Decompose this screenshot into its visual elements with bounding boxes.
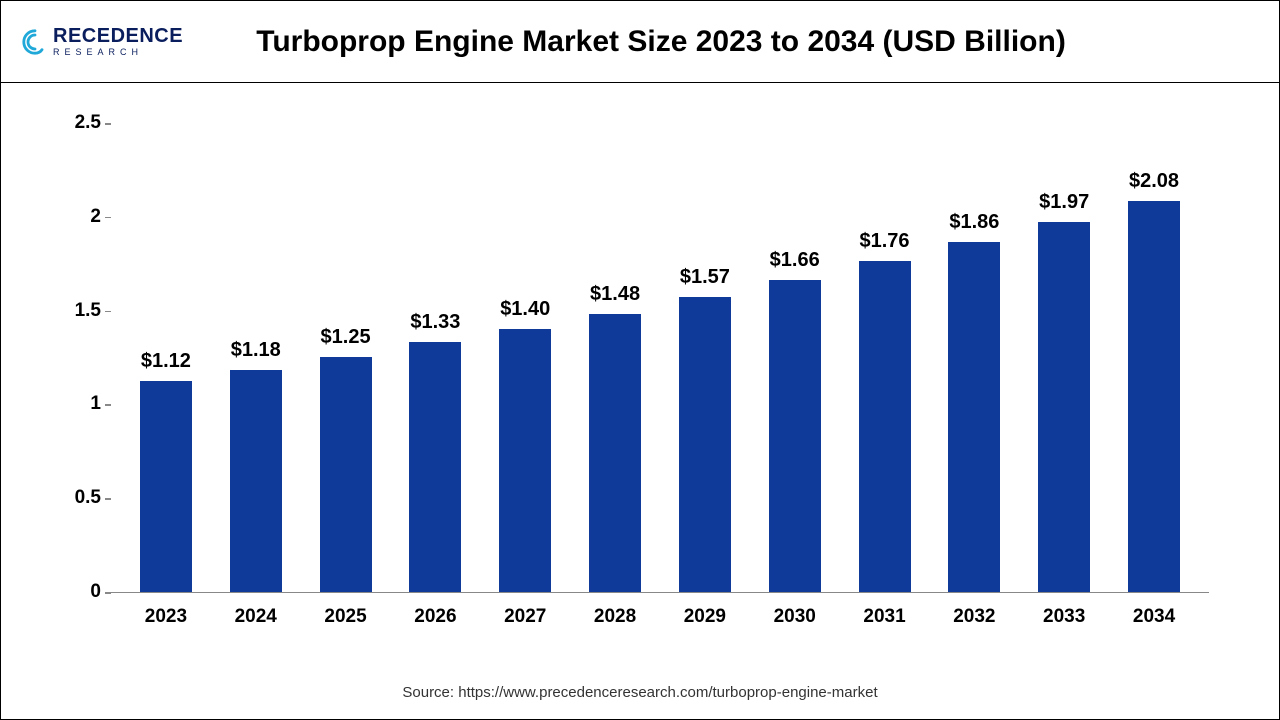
bar-column: $1.402027 bbox=[495, 298, 555, 592]
bar bbox=[948, 242, 1000, 592]
y-tick-mark bbox=[105, 123, 111, 125]
bar bbox=[769, 280, 821, 592]
x-tick-label: 2024 bbox=[235, 606, 277, 628]
x-tick-label: 2032 bbox=[953, 606, 995, 628]
bar-value-label: $1.18 bbox=[231, 339, 281, 362]
bar-value-label: $1.76 bbox=[860, 230, 910, 253]
bar-value-label: $1.57 bbox=[680, 266, 730, 289]
chart-plot: $1.122023$1.182024$1.252025$1.332026$1.4… bbox=[51, 113, 1229, 643]
bar bbox=[589, 314, 641, 592]
bar-column: $1.252025 bbox=[316, 326, 376, 592]
x-tick-label: 2025 bbox=[324, 606, 366, 628]
bar-column: $1.972033 bbox=[1034, 191, 1094, 592]
bar-value-label: $1.33 bbox=[410, 311, 460, 334]
bar-value-label: $1.40 bbox=[500, 298, 550, 321]
y-tick-label: 0.5 bbox=[61, 487, 101, 509]
bar-value-label: $2.08 bbox=[1129, 170, 1179, 193]
y-tick-label: 2 bbox=[61, 206, 101, 228]
chart-title: Turboprop Engine Market Size 2023 to 203… bbox=[183, 25, 1259, 59]
bar bbox=[679, 297, 731, 592]
x-tick-label: 2034 bbox=[1133, 606, 1175, 628]
y-tick-mark bbox=[105, 404, 111, 406]
y-tick-label: 1.5 bbox=[61, 300, 101, 322]
x-tick-label: 2028 bbox=[594, 606, 636, 628]
y-tick-mark bbox=[105, 498, 111, 500]
plot-region: $1.122023 $1.182024 $1.252025 $1.332026 $1.4… bbox=[111, 123, 1209, 593]
x-tick-label: 2027 bbox=[504, 606, 546, 628]
bar-value-label: $1.86 bbox=[949, 211, 999, 234]
y-tick-label: 0 bbox=[61, 581, 101, 603]
bar-column: $1.482028 bbox=[585, 283, 645, 592]
x-tick-label: 2030 bbox=[774, 606, 816, 628]
x-tick-label: 2033 bbox=[1043, 606, 1085, 628]
y-tick-mark bbox=[105, 217, 111, 219]
bar-value-label: $1.12 bbox=[141, 350, 191, 373]
chart-container: RECEDENCE RESEARCH Turboprop Engine Mark… bbox=[0, 0, 1280, 720]
bar bbox=[499, 329, 551, 592]
bars-group: $1.122023 $1.182024 $1.252025 $1.332026 $1.4… bbox=[111, 123, 1209, 592]
bar-column: $1.122023 bbox=[136, 350, 196, 592]
y-tick-mark bbox=[105, 592, 111, 594]
logo-brand-upper: RECEDENCE bbox=[53, 26, 183, 46]
bar-column: $1.862032 bbox=[944, 211, 1004, 592]
bar bbox=[320, 357, 372, 592]
bar bbox=[1128, 201, 1180, 592]
x-tick-label: 2026 bbox=[414, 606, 456, 628]
bar bbox=[859, 261, 911, 592]
bar bbox=[1038, 222, 1090, 592]
bar bbox=[230, 370, 282, 592]
logo-mark-icon bbox=[21, 28, 49, 56]
bar-value-label: $1.25 bbox=[321, 326, 371, 349]
bar-column: $1.572029 bbox=[675, 266, 735, 592]
header: RECEDENCE RESEARCH Turboprop Engine Mark… bbox=[1, 1, 1279, 83]
bar-column: $1.332026 bbox=[405, 311, 465, 592]
logo-text: RECEDENCE RESEARCH bbox=[53, 26, 183, 57]
bar-column: $2.082034 bbox=[1124, 170, 1184, 592]
chart-area: $1.122023$1.182024$1.252025$1.332026$1.4… bbox=[1, 83, 1279, 676]
y-tick-mark bbox=[105, 311, 111, 313]
y-tick-label: 1 bbox=[61, 393, 101, 415]
bar-column: $1.762031 bbox=[855, 230, 915, 592]
bar bbox=[409, 342, 461, 592]
bar bbox=[140, 381, 192, 592]
bar-value-label: $1.48 bbox=[590, 283, 640, 306]
bar-column: $1.662030 bbox=[765, 249, 825, 592]
x-tick-label: 2031 bbox=[863, 606, 905, 628]
y-tick-label: 2.5 bbox=[61, 112, 101, 134]
bar-value-label: $1.97 bbox=[1039, 191, 1089, 214]
bar-value-label: $1.66 bbox=[770, 249, 820, 272]
x-tick-label: 2029 bbox=[684, 606, 726, 628]
x-tick-label: 2023 bbox=[145, 606, 187, 628]
bar-column: $1.182024 bbox=[226, 339, 286, 592]
brand-logo: RECEDENCE RESEARCH bbox=[21, 26, 183, 57]
logo-brand-lower: RESEARCH bbox=[53, 48, 183, 57]
source-attribution: Source: https://www.precedenceresearch.c… bbox=[1, 676, 1279, 719]
